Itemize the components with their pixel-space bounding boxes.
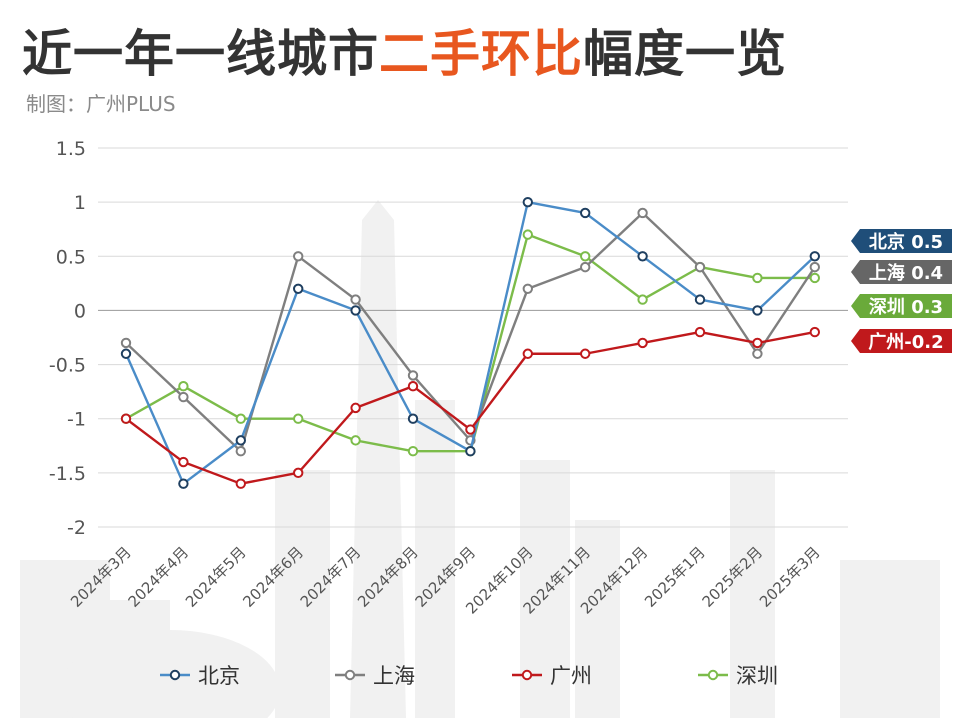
data-point-上海 <box>120 337 132 349</box>
end-label-text: 深圳 0.3 <box>869 296 943 318</box>
y-tick-label: -2 <box>67 517 86 539</box>
data-point-北京 <box>637 251 648 262</box>
series-line-上海 <box>125 211 816 453</box>
data-point-上海 <box>580 261 591 273</box>
data-point-北京 <box>465 446 476 457</box>
end-label-text: 广州-0.2 <box>868 331 943 353</box>
data-point-上海 <box>350 294 361 305</box>
data-point-北京 <box>178 478 189 489</box>
data-point-广州 <box>809 326 820 338</box>
data-point-深圳 <box>293 413 304 424</box>
data-point-广州 <box>407 381 419 392</box>
data-point-北京 <box>580 207 591 219</box>
data-point-上海 <box>522 283 533 294</box>
data-point-广州 <box>637 337 648 349</box>
x-tick-label: 2024年5月 <box>182 543 250 611</box>
data-point-北京 <box>293 283 304 294</box>
x-tick-label: 2024年6月 <box>239 543 307 611</box>
y-tick-label: 1.5 <box>56 138 86 160</box>
x-tick-label: 2024年3月 <box>67 543 135 611</box>
chart-subtitle: 制图：广州PLUS <box>26 92 176 116</box>
data-point-北京 <box>407 413 419 424</box>
data-point-深圳 <box>637 294 648 305</box>
legend-marker <box>521 669 533 681</box>
data-point-上海 <box>293 251 304 262</box>
data-point-深圳 <box>407 446 419 457</box>
data-point-广州 <box>465 424 476 435</box>
x-tick-label: 2025年3月 <box>756 543 824 611</box>
end-label-text: 北京 0.5 <box>869 231 943 253</box>
data-point-广州 <box>350 402 361 414</box>
end-label-tag <box>851 294 952 318</box>
x-tick-label: 2025年1月 <box>641 543 709 611</box>
legend-marker <box>707 669 719 681</box>
data-point-北京 <box>752 305 763 316</box>
data-point-北京 <box>235 435 247 446</box>
data-point-广州 <box>120 413 132 424</box>
data-point-上海 <box>694 261 706 273</box>
data-point-上海 <box>235 446 247 457</box>
data-point-北京 <box>522 196 533 208</box>
data-point-上海 <box>178 391 189 403</box>
x-tick-label: 2024年4月 <box>125 543 193 611</box>
y-tick-label: -1 <box>67 409 86 431</box>
y-tick-label: 0.5 <box>56 246 86 268</box>
end-label-tag <box>851 329 952 353</box>
data-point-北京 <box>694 294 706 305</box>
data-point-深圳 <box>235 413 247 424</box>
data-point-上海 <box>809 261 820 273</box>
data-point-深圳 <box>809 272 820 284</box>
legend-label: 北京 <box>198 664 240 688</box>
data-point-上海 <box>752 348 763 359</box>
data-point-上海 <box>407 370 419 381</box>
y-tick-label: 1 <box>74 192 86 214</box>
data-point-深圳 <box>522 229 533 240</box>
series-line-广州 <box>125 330 816 485</box>
data-point-广州 <box>522 348 533 359</box>
data-point-广州 <box>694 326 706 338</box>
data-point-深圳 <box>178 381 189 392</box>
end-label-tag <box>851 260 952 284</box>
data-point-北京 <box>809 251 820 262</box>
legend-label: 上海 <box>373 664 415 688</box>
data-point-广州 <box>293 467 304 479</box>
data-point-广州 <box>752 337 763 349</box>
x-tick-label: 2024年8月 <box>354 543 422 611</box>
end-label-text: 上海 0.4 <box>869 262 943 284</box>
x-tick-label: 2024年7月 <box>297 543 365 611</box>
y-tick-label: 0 <box>74 300 86 322</box>
data-point-上海 <box>637 207 648 219</box>
data-point-广州 <box>235 478 247 489</box>
data-point-北京 <box>350 305 361 316</box>
end-label-tag <box>851 229 952 253</box>
data-point-深圳 <box>350 435 361 446</box>
data-point-北京 <box>120 348 132 359</box>
data-point-深圳 <box>752 272 763 284</box>
data-point-广州 <box>178 456 189 468</box>
legend-marker <box>169 669 181 681</box>
y-tick-label: -1.5 <box>49 463 86 485</box>
y-tick-label: -0.5 <box>49 355 86 377</box>
legend-label: 广州 <box>550 664 592 688</box>
data-point-深圳 <box>580 251 591 262</box>
legend-label: 深圳 <box>736 664 778 688</box>
x-tick-label: 2025年2月 <box>699 543 767 611</box>
legend-marker <box>344 669 356 681</box>
data-point-广州 <box>580 348 591 359</box>
page-title: 近一年一线城市二手环比幅度一览 <box>22 25 787 83</box>
